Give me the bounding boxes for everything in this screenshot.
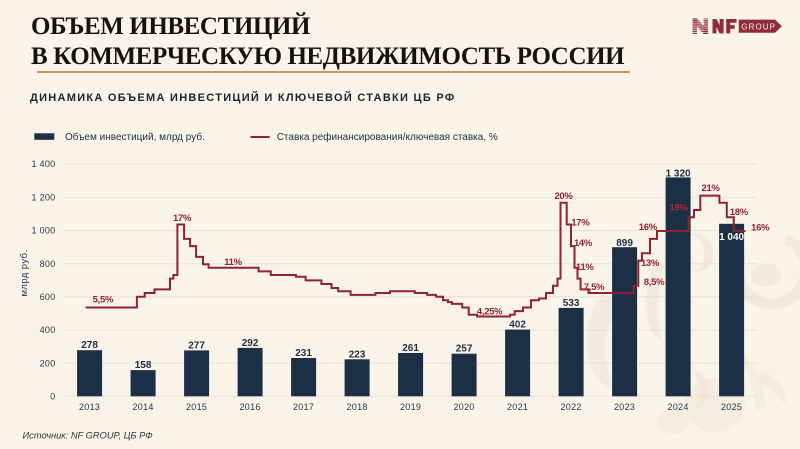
svg-text:223: 223 [349, 349, 366, 360]
svg-text:13%: 13% [641, 258, 660, 269]
svg-text:2019: 2019 [400, 402, 421, 412]
svg-text:GROUP: GROUP [741, 22, 776, 31]
svg-text:млрд руб.: млрд руб. [19, 249, 30, 296]
svg-text:Источник: NF GROUP, ЦБ РФ: Источник: NF GROUP, ЦБ РФ [23, 430, 154, 440]
svg-text:2024: 2024 [667, 402, 688, 412]
svg-text:200: 200 [40, 358, 56, 368]
svg-text:2025: 2025 [721, 402, 742, 412]
svg-text:11%: 11% [224, 257, 242, 268]
svg-text:400: 400 [40, 325, 56, 335]
svg-text:17%: 17% [571, 218, 590, 229]
svg-text:16%: 16% [639, 222, 658, 233]
svg-text:16%: 16% [751, 222, 770, 233]
svg-text:8,5%: 8,5% [644, 277, 665, 288]
svg-text:533: 533 [563, 298, 580, 309]
svg-text:2023: 2023 [614, 402, 635, 412]
svg-text:402: 402 [509, 320, 526, 331]
svg-text:600: 600 [40, 292, 56, 302]
svg-text:2016: 2016 [239, 402, 260, 412]
svg-text:2015: 2015 [186, 402, 207, 412]
svg-text:2013: 2013 [79, 402, 100, 412]
svg-text:2021: 2021 [507, 402, 528, 412]
svg-text:1 000: 1 000 [31, 226, 55, 236]
svg-text:2014: 2014 [132, 402, 153, 412]
svg-text:19%: 19% [669, 203, 688, 214]
svg-text:231: 231 [295, 348, 312, 359]
svg-text:800: 800 [40, 259, 56, 269]
svg-text:2020: 2020 [453, 402, 474, 412]
svg-text:2022: 2022 [560, 402, 581, 412]
svg-text:20%: 20% [554, 191, 573, 202]
svg-text:1 400: 1 400 [31, 159, 55, 169]
svg-text:278: 278 [81, 340, 98, 351]
svg-text:17%: 17% [173, 213, 192, 224]
svg-text:7,5%: 7,5% [584, 282, 605, 293]
svg-text:1 040: 1 040 [719, 232, 744, 243]
svg-text:14%: 14% [574, 238, 593, 249]
svg-text:Объем инвестиций, млрд руб.: Объем инвестиций, млрд руб. [65, 131, 205, 143]
svg-text:0: 0 [50, 392, 55, 402]
svg-text:4,25%: 4,25% [477, 307, 503, 318]
svg-text:292: 292 [242, 338, 259, 349]
svg-text:21%: 21% [701, 183, 720, 194]
svg-text:277: 277 [188, 340, 205, 351]
svg-text:11%: 11% [576, 262, 594, 273]
svg-text:257: 257 [456, 344, 473, 355]
svg-text:1 320: 1 320 [666, 169, 691, 180]
svg-text:Ставка рефинансирования/ключев: Ставка рефинансирования/ключевая ставка,… [277, 131, 498, 143]
svg-text:5,5%: 5,5% [93, 294, 114, 305]
svg-text:158: 158 [135, 360, 152, 371]
svg-text:1 200: 1 200 [31, 192, 55, 202]
svg-text:2017: 2017 [293, 402, 314, 412]
svg-text:2018: 2018 [346, 402, 367, 412]
svg-text:899: 899 [616, 238, 633, 249]
svg-text:18%: 18% [730, 207, 749, 218]
svg-text:261: 261 [402, 343, 419, 354]
